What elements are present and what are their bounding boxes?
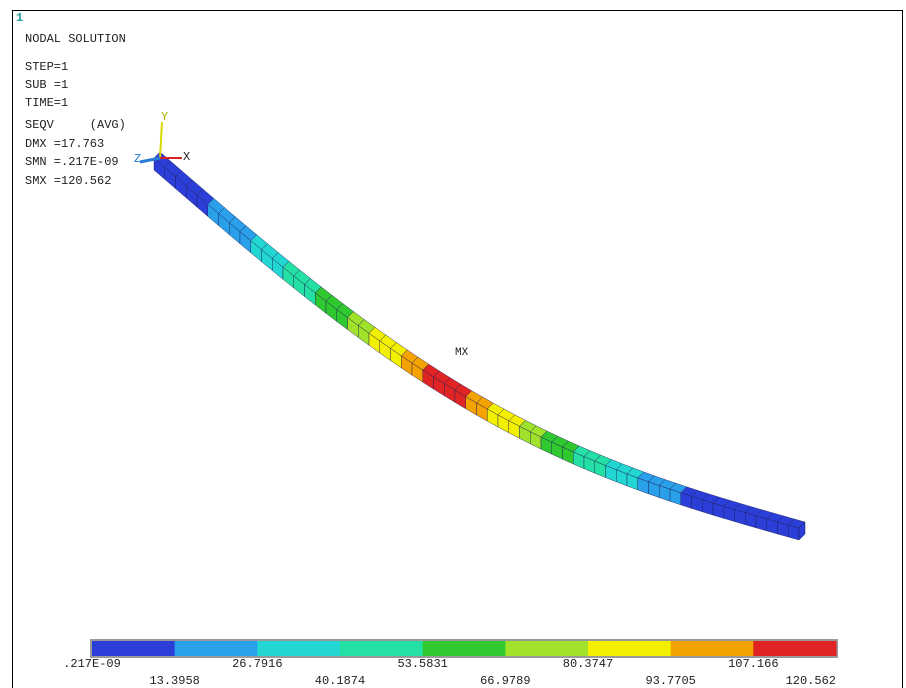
legend-swatch bbox=[588, 641, 671, 656]
legend-label: 53.5831 bbox=[397, 657, 447, 671]
legend-swatch bbox=[340, 641, 423, 656]
legend-swatch bbox=[175, 641, 258, 656]
info-line: SUB =1 bbox=[25, 78, 68, 92]
legend-label: 40.1874 bbox=[315, 674, 365, 688]
window-number: 1 bbox=[16, 11, 23, 25]
plot-window: 1 NODAL SOLUTION Y X Z MX STEP=1 SUB =1 TI… bbox=[0, 0, 906, 688]
info-line: DMX =17.763 bbox=[25, 137, 104, 151]
triad-y: Y bbox=[161, 110, 168, 124]
info-line: STEP=1 bbox=[25, 60, 68, 74]
legend-swatch bbox=[505, 641, 588, 656]
info-line: SMN =.217E-09 bbox=[25, 155, 119, 169]
legend-swatch bbox=[92, 641, 175, 656]
info-line: SEQV (AVG) bbox=[25, 118, 126, 132]
triad-z: Z bbox=[134, 152, 141, 166]
legend-label: .217E-09 bbox=[63, 657, 121, 671]
legend-label: 107.166 bbox=[728, 657, 778, 671]
legend-swatch bbox=[671, 641, 754, 656]
legend-label: 93.7705 bbox=[645, 674, 695, 688]
legend-label: 80.3747 bbox=[563, 657, 613, 671]
legend-swatch bbox=[753, 641, 836, 656]
legend-label: 120.562 bbox=[786, 674, 836, 688]
triad-x: X bbox=[183, 150, 190, 164]
info-line: TIME=1 bbox=[25, 96, 68, 110]
legend-swatch bbox=[423, 641, 506, 656]
legend-label: 13.3958 bbox=[149, 674, 199, 688]
info-line: SMX =120.562 bbox=[25, 174, 111, 188]
max-marker: MX bbox=[455, 347, 469, 359]
plot-title: NODAL SOLUTION bbox=[25, 32, 126, 46]
legend-swatch bbox=[257, 641, 340, 656]
legend-label: 26.7916 bbox=[232, 657, 282, 671]
legend-label: 66.9789 bbox=[480, 674, 530, 688]
